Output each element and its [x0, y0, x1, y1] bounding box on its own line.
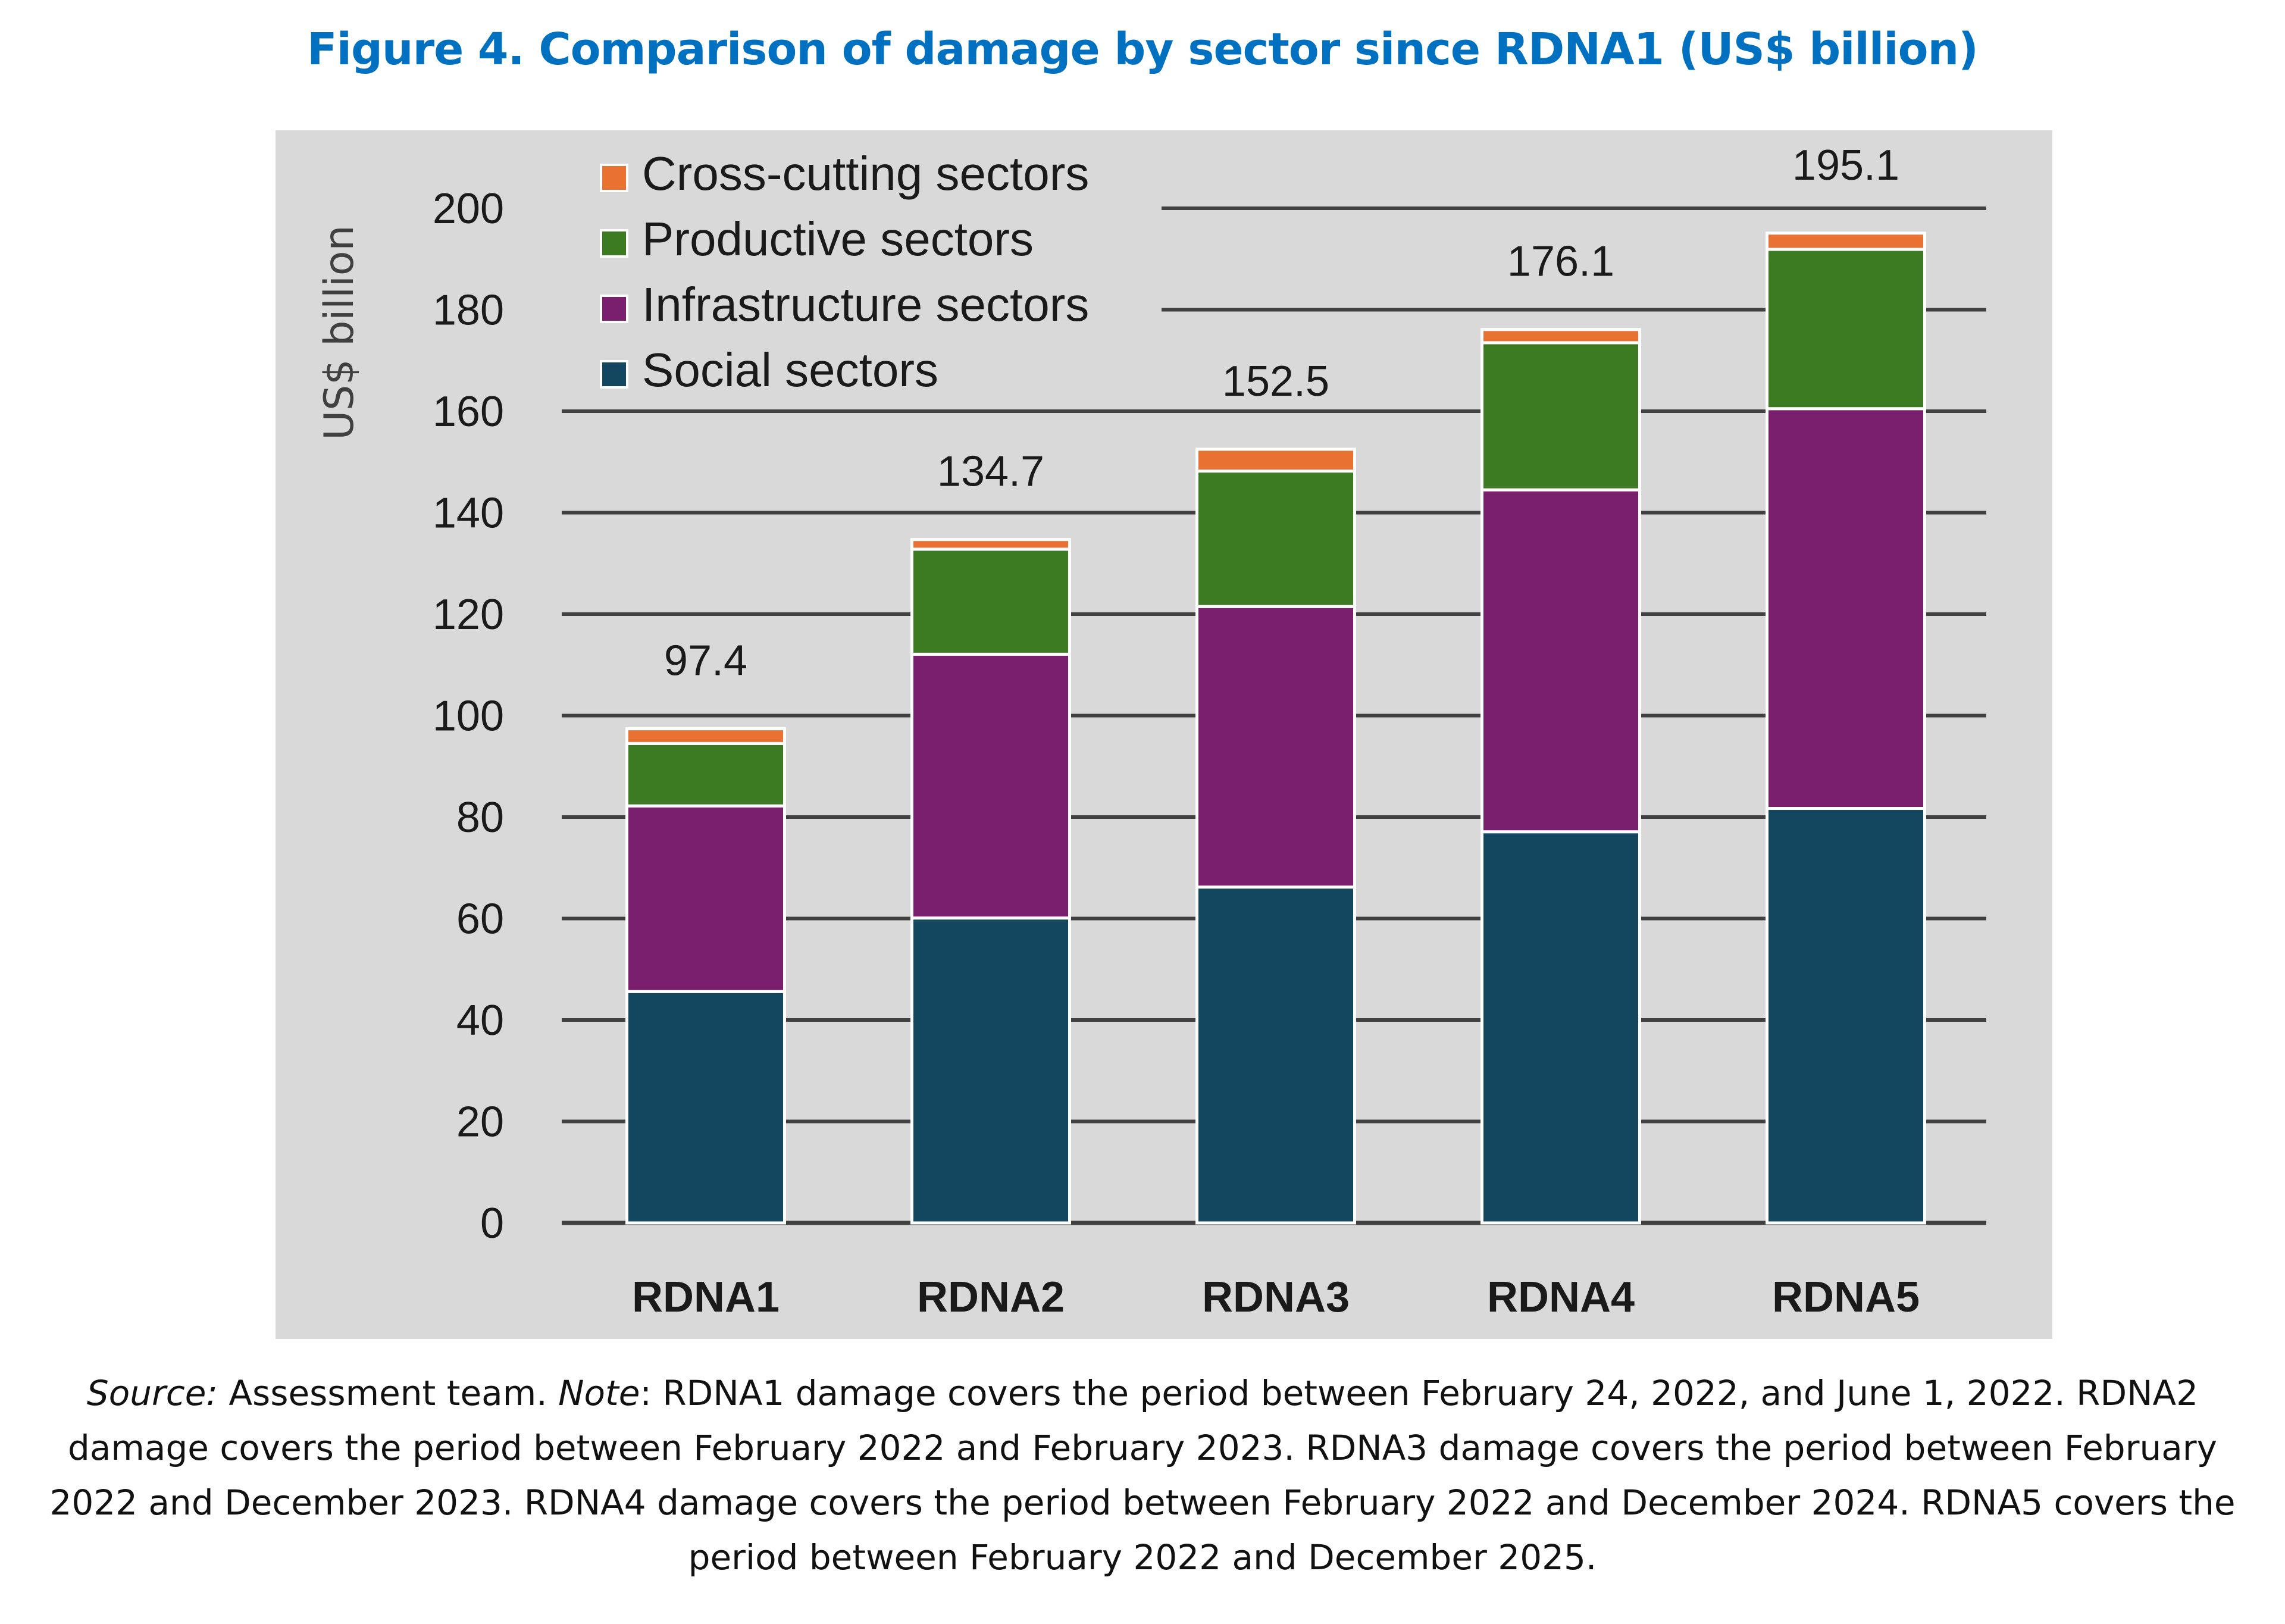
- bar-segment-social: [1480, 830, 1641, 1225]
- total-label: 152.5: [1222, 358, 1329, 405]
- bar-stack-rdna4: [1480, 328, 1641, 1225]
- y-tick-label: 0: [480, 1200, 504, 1247]
- caption-source-label: Source:: [86, 1373, 218, 1413]
- bar-segment-infrastructure: [910, 652, 1071, 920]
- x-tick-label: RDNA1: [632, 1273, 780, 1321]
- legend-label: Cross-cutting sectors: [642, 147, 1089, 200]
- total-label: 176.1: [1507, 238, 1614, 286]
- bar-segment-productive: [1480, 341, 1641, 492]
- legend-item-cross-cutting: Cross-cutting sectors: [600, 147, 1089, 200]
- bar-segment-social: [910, 916, 1071, 1225]
- legend-swatch: [600, 229, 628, 258]
- legend-item-social: Social sectors: [600, 343, 938, 396]
- bar-segment-cross-cutting: [1195, 448, 1356, 473]
- bar-segment-cross-cutting: [625, 727, 786, 745]
- caption-source-text: Assessment team.: [217, 1373, 559, 1413]
- bar-segment-social: [625, 990, 786, 1225]
- bar-segment-infrastructure: [1195, 605, 1356, 889]
- figure-title: Figure 4. Comparison of damage by sector…: [307, 24, 1979, 75]
- x-tick-label: RDNA5: [1772, 1273, 1920, 1321]
- y-tick-label: 180: [433, 287, 504, 334]
- caption-note-label: Note: [558, 1373, 640, 1413]
- legend-label: Productive sectors: [642, 212, 1034, 265]
- bar-stack-rdna5: [1766, 231, 1926, 1225]
- y-tick-label: 80: [456, 794, 504, 841]
- legend-swatch: [600, 295, 628, 323]
- total-labels: 97.4 134.7 152.5 176.1 195.1: [664, 142, 1899, 685]
- legend-item-productive: Productive sectors: [600, 212, 1034, 265]
- bar-segment-cross-cutting: [1480, 328, 1641, 345]
- bar-stack-rdna2: [910, 538, 1071, 1225]
- y-tick-label: 40: [456, 997, 504, 1044]
- y-tick-label: 100: [433, 693, 504, 740]
- x-tick-label: RDNA4: [1487, 1273, 1635, 1321]
- y-tick-label: 20: [456, 1099, 504, 1146]
- legend: Cross-cutting sectors Productive sectors I…: [600, 147, 1089, 396]
- caption-note-text: : RDNA1 damage covers the period between…: [49, 1373, 2236, 1578]
- legend-label: Social sectors: [642, 343, 938, 396]
- bar-segment-productive: [625, 741, 786, 808]
- y-tick-label: 140: [433, 490, 504, 537]
- x-tick-labels: RDNA1 RDNA2 RDNA3 RDNA4 RDNA5: [632, 1273, 1920, 1321]
- bar-segment-infrastructure: [625, 804, 786, 993]
- x-tick-label: RDNA2: [917, 1273, 1065, 1321]
- total-label: 97.4: [664, 637, 747, 685]
- legend-swatch: [600, 360, 628, 389]
- bar-segment-social: [1766, 807, 1926, 1225]
- bar-segment-productive: [1766, 248, 1926, 411]
- bar-stack-rdna1: [625, 727, 786, 1225]
- figure-caption: Source: Assessment team. Note: RDNA1 dam…: [36, 1366, 2249, 1585]
- bar-stack-rdna3: [1195, 448, 1356, 1225]
- y-tick-labels: 0 20 40 60 80 100 120 140 160 180 200: [433, 185, 504, 1247]
- bar-segment-productive: [910, 547, 1071, 656]
- legend-label: Infrastructure sectors: [642, 278, 1089, 331]
- bar-segment-infrastructure: [1480, 488, 1641, 834]
- bar-segment-social: [1195, 885, 1356, 1225]
- bar-segment-cross-cutting: [910, 538, 1071, 551]
- bar-segment-cross-cutting: [1766, 231, 1926, 251]
- bars: [625, 231, 1926, 1225]
- total-label: 134.7: [937, 448, 1044, 496]
- y-tick-label: 120: [433, 591, 504, 639]
- bar-segment-infrastructure: [1766, 407, 1926, 811]
- y-tick-label: 160: [433, 388, 504, 436]
- y-axis-label: US$ billion: [316, 225, 363, 440]
- total-label: 195.1: [1792, 142, 1899, 189]
- y-tick-label: 60: [456, 896, 504, 943]
- x-tick-label: RDNA3: [1202, 1273, 1350, 1321]
- bar-segment-productive: [1195, 470, 1356, 608]
- y-tick-label: 200: [433, 185, 504, 233]
- legend-swatch: [600, 164, 628, 192]
- chart-panel: 0 20 40 60 80 100 120 140 160 180 200 US$ billion …: [276, 130, 2052, 1339]
- legend-item-infrastructure: Infrastructure sectors: [600, 278, 1089, 331]
